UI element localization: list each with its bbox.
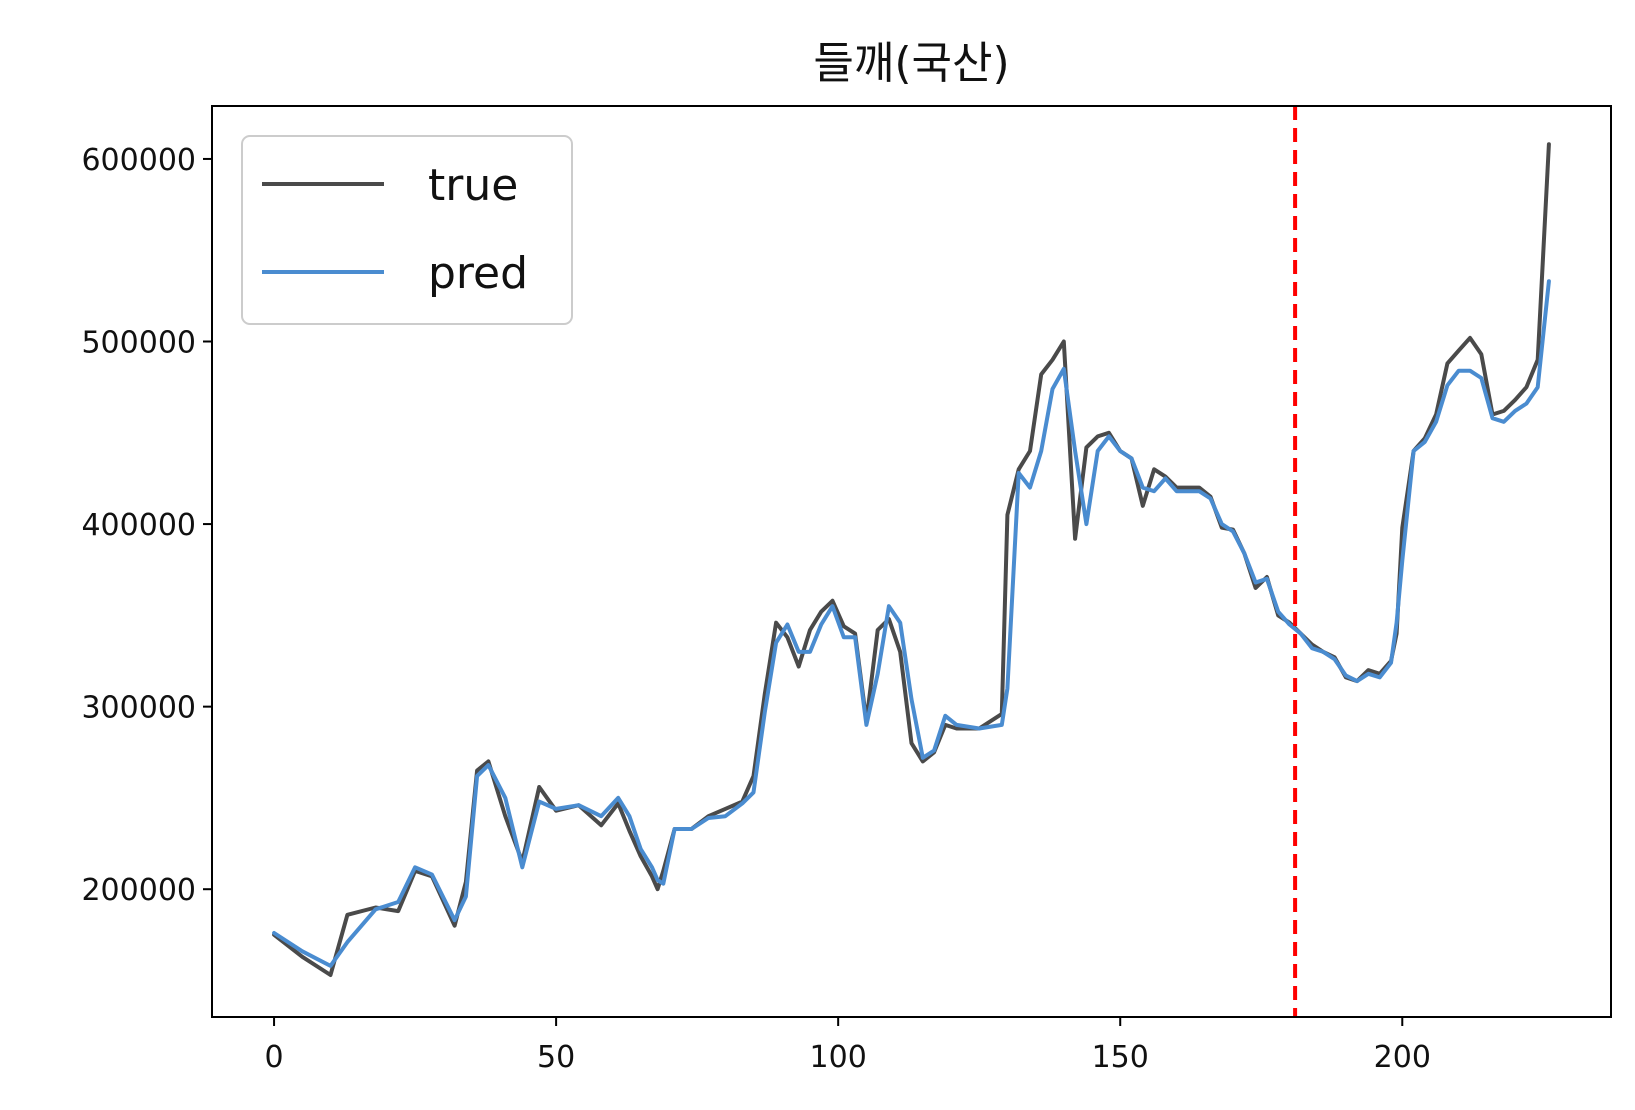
y-axis: 200000 300000 400000 500000 600000 (81, 143, 212, 908)
legend-label-true: true (428, 160, 518, 211)
x-tick-label: 50 (537, 1040, 575, 1075)
x-axis: 0 50 100 150 200 (265, 1017, 1431, 1075)
y-tick-label: 500000 (81, 326, 196, 361)
y-tick-label: 200000 (81, 873, 196, 908)
y-tick-label: 600000 (81, 143, 196, 178)
x-tick-label: 0 (265, 1040, 284, 1075)
x-tick-label: 200 (1374, 1040, 1431, 1075)
series-line-true (272, 142, 1551, 977)
x-tick-label: 100 (810, 1040, 867, 1075)
y-tick-label: 400000 (81, 508, 196, 543)
y-tick-label: 300000 (81, 691, 196, 726)
plot-area (211, 105, 1612, 1018)
legend-label-pred: pred (428, 248, 528, 299)
series-line-pred (272, 279, 1551, 968)
legend: true pred (241, 135, 573, 325)
plot-frame (211, 105, 1612, 1018)
x-tick-label: 150 (1092, 1040, 1149, 1075)
chart-title: 들깨(국산) (813, 38, 1009, 89)
